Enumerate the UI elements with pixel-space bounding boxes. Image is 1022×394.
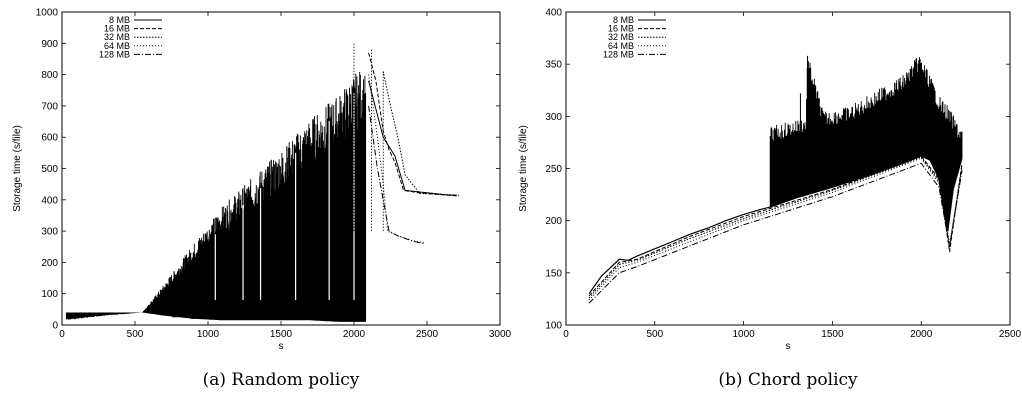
y-tick-label: 1000 <box>36 8 59 19</box>
series-tail-8mb <box>368 80 457 196</box>
y-tick-label: 100 <box>41 289 58 300</box>
plot-area <box>65 43 460 322</box>
y-axis-label: Storage time (s/file) <box>518 125 529 212</box>
x-tick-label: 1500 <box>821 329 844 340</box>
y-tick-label: 900 <box>41 39 58 50</box>
y-tick-label: 0 <box>52 321 58 332</box>
y-tick-label: 250 <box>545 164 562 175</box>
y-tick-label: 400 <box>545 8 562 19</box>
chart-random-policy: 0 500 1000 1500 2000 2500 3000 0 100 200 300 400 500… <box>12 8 512 391</box>
y-tick-label: 150 <box>545 268 562 279</box>
series-line-16mb <box>588 155 963 297</box>
x-tick-label: 2500 <box>416 329 439 340</box>
series-tail-128mb <box>368 105 425 245</box>
series-tail-64mb <box>368 74 425 244</box>
x-tick-label: 1500 <box>270 329 293 340</box>
x-axis-label: s <box>279 341 284 352</box>
legend-label: 8 MB <box>613 15 634 25</box>
x-tick-label: 2000 <box>910 329 933 340</box>
series-band-8mb <box>65 72 367 322</box>
x-tick-label: 1000 <box>197 329 220 340</box>
legend-label: 64 MB <box>104 41 130 51</box>
series-tail-32mb <box>382 71 460 196</box>
series-line-32mb <box>588 156 963 299</box>
series-line-128mb <box>588 162 963 304</box>
chart-caption: (a) Random policy <box>203 370 360 390</box>
series-low-dashes <box>164 310 299 319</box>
y-tick-label: 600 <box>41 133 58 144</box>
y-tick-label: 200 <box>41 258 58 269</box>
x-tick-label: 1000 <box>732 329 755 340</box>
y-axis-label: Storage time (s/file) <box>12 125 23 212</box>
series-tail-16mb <box>368 52 460 197</box>
legend-label: 8 MB <box>109 15 130 25</box>
legend-label: 16 MB <box>104 24 130 34</box>
x-tick-label: 500 <box>127 329 144 340</box>
x-tick-label: 0 <box>59 329 65 340</box>
legend-label: 128 MB <box>99 49 130 59</box>
series-line-8mb <box>588 155 963 295</box>
legend-label: 32 MB <box>104 32 130 42</box>
y-tick-label: 500 <box>41 164 58 175</box>
y-tick-label: 200 <box>545 216 562 227</box>
x-tick-label: 3000 <box>489 329 512 340</box>
legend-label: 32 MB <box>608 32 634 42</box>
legend-label: 16 MB <box>608 24 634 34</box>
chart-caption: (b) Chord policy <box>718 370 858 390</box>
x-tick-label: 500 <box>646 329 663 340</box>
y-tick-label: 700 <box>41 101 58 112</box>
x-tick-label: 2500 <box>999 329 1022 340</box>
x-tick-label: 2000 <box>343 329 366 340</box>
y-tick-label: 100 <box>545 321 562 332</box>
series-spikes-8mb <box>769 57 963 232</box>
y-tick-label: 300 <box>41 227 58 238</box>
y-tick-label: 300 <box>545 112 562 123</box>
legend-label: 64 MB <box>608 41 634 51</box>
plot-area <box>588 55 963 304</box>
legend-label: 128 MB <box>603 49 634 59</box>
y-tick-label: 400 <box>41 195 58 206</box>
chart-chord-policy: 0 500 1000 1500 2000 2500 100 150 200 250 300 350 40… <box>518 8 1022 391</box>
x-tick-label: 0 <box>563 329 569 340</box>
x-axis-label: s <box>786 341 791 352</box>
y-tick-label: 800 <box>41 70 58 81</box>
y-tick-label: 350 <box>545 60 562 71</box>
